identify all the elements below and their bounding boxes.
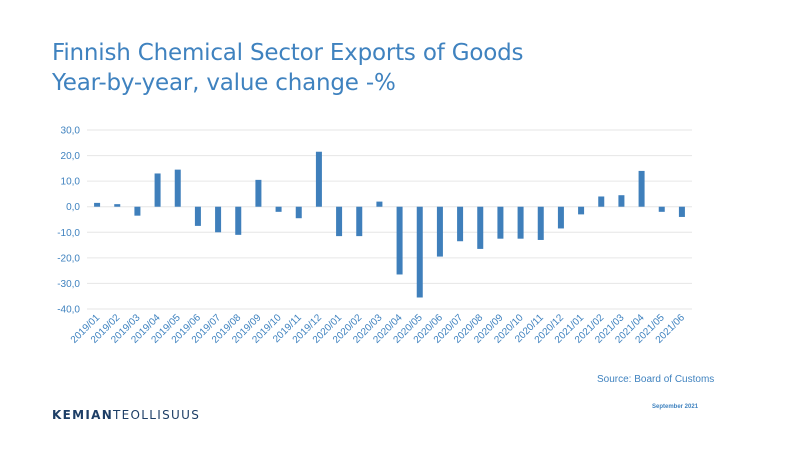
y-tick-label: 20,0 — [61, 151, 81, 162]
title-line-1: Finnish Chemical Sector Exports of Goods — [52, 40, 524, 66]
bars — [94, 151, 685, 298]
bar — [578, 206, 585, 215]
bar — [94, 202, 101, 207]
bar — [416, 206, 423, 298]
bar — [215, 206, 222, 233]
bar — [436, 206, 443, 257]
bar — [255, 179, 262, 207]
y-tick-label: -10,0 — [57, 228, 80, 239]
bar — [194, 206, 201, 226]
bar — [174, 169, 181, 207]
bar — [598, 196, 605, 207]
bar — [356, 206, 363, 237]
y-axis: 30,0 20,0 10,0 0,0 -10,0 -20,0 -30,0 -40,0 — [57, 126, 80, 316]
bar — [638, 170, 645, 207]
gridlines — [87, 129, 692, 310]
y-tick-label: -40,0 — [57, 305, 80, 316]
title-line-2: Year-by-year, value change -% — [52, 70, 396, 96]
bar — [114, 204, 121, 207]
y-tick-label: 0,0 — [66, 202, 80, 213]
bar — [235, 206, 242, 235]
bar — [618, 195, 625, 207]
bar — [678, 206, 685, 217]
source-note: Source: Board of Customs — [597, 374, 715, 385]
x-axis: 2019/012019/022019/032019/042019/052019/… — [69, 312, 687, 346]
logo-text-bold: KEMIAN — [52, 408, 114, 422]
y-tick-label: -20,0 — [57, 253, 80, 264]
bar — [537, 206, 544, 240]
bar — [396, 206, 403, 275]
y-tick-label: 30,0 — [61, 126, 81, 137]
y-tick-label: -30,0 — [57, 279, 80, 290]
bar — [457, 206, 464, 242]
bar — [517, 206, 524, 239]
bar — [315, 151, 322, 207]
bar — [134, 206, 141, 216]
bar — [154, 173, 161, 207]
y-tick-label: 10,0 — [61, 177, 81, 188]
bar — [477, 206, 484, 249]
bar — [275, 206, 282, 212]
bar — [497, 206, 504, 239]
bar — [557, 206, 564, 229]
publication-date: September 2021 — [652, 404, 699, 410]
logo-text-light: TEOLLISUUS — [113, 408, 201, 422]
kemianteollisuus-logo: KEMIANTEOLLISUUS — [52, 408, 200, 422]
bar — [295, 206, 302, 219]
bar — [336, 206, 343, 237]
bar — [376, 201, 383, 207]
chart-title: Finnish Chemical Sector Exports of Goods… — [52, 38, 523, 98]
bar — [658, 206, 665, 212]
